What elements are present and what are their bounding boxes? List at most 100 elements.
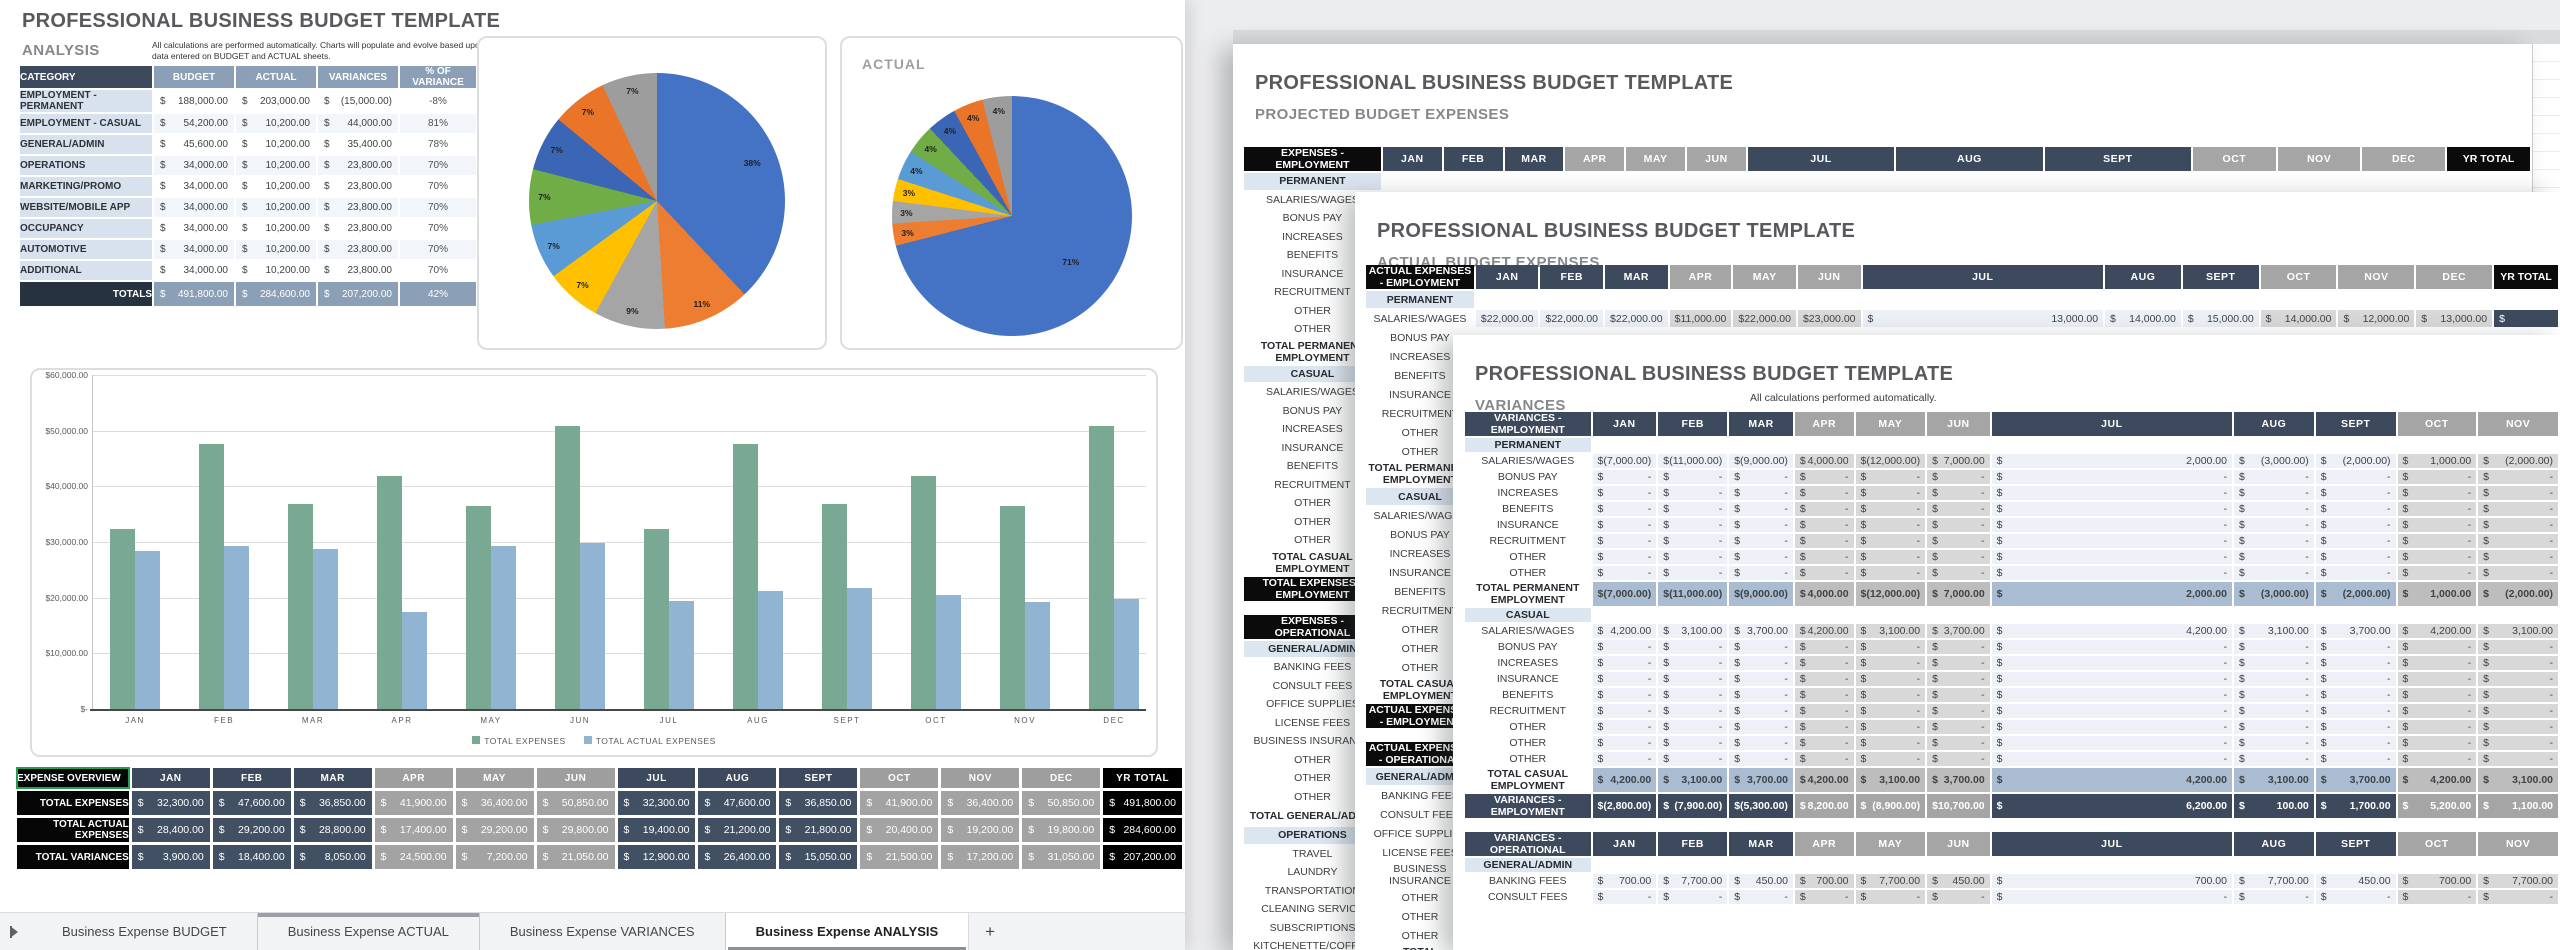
cell[interactable] <box>1794 438 1854 452</box>
overview-value-cell[interactable]: $32,300.00 <box>617 791 696 815</box>
cell[interactable]: $ - <box>1729 518 1793 532</box>
totals-label-cell[interactable]: TOTALS <box>20 282 152 306</box>
cell[interactable]: $ - <box>1991 502 2232 516</box>
cell[interactable]: $ - <box>1592 720 1657 734</box>
cell[interactable]: $ - <box>1729 566 1793 580</box>
cell[interactable] <box>2478 608 2558 622</box>
cell[interactable]: $ - <box>1658 486 1728 500</box>
cell[interactable] <box>1896 173 2043 190</box>
cell[interactable]: $ - <box>2233 720 2314 734</box>
money-cell[interactable]: $23,800.00 <box>318 198 398 217</box>
cell[interactable]: $ - <box>1794 656 1854 670</box>
cell[interactable] <box>2397 858 2477 872</box>
money-cell[interactable]: $34,000.00 <box>154 198 234 217</box>
cell[interactable]: $ - <box>2397 550 2477 564</box>
overview-month-header[interactable]: JUN <box>536 768 615 788</box>
row-label-cell[interactable]: BONUS PAY <box>1465 470 1591 484</box>
cell[interactable] <box>2315 608 2396 622</box>
row-label-cell[interactable]: OTHER <box>1244 321 1381 338</box>
cell[interactable]: $ - <box>1729 752 1793 766</box>
month-header-cell[interactable]: DEC <box>2362 147 2446 171</box>
row-label-cell[interactable]: OTHER <box>1366 659 1474 676</box>
cell[interactable]: $4,200.00 <box>1794 768 1854 792</box>
cell[interactable]: $700.00 <box>1991 874 2232 888</box>
row-label-cell[interactable]: OTHER <box>1244 513 1381 530</box>
cell[interactable]: $ - <box>2233 752 2314 766</box>
row-label-cell[interactable]: INCREASES <box>1465 486 1591 500</box>
cell[interactable]: $3,700.00 <box>1729 768 1793 792</box>
cell[interactable]: $7,700.00 <box>2478 874 2558 888</box>
row-label-cell[interactable]: PERMANENT <box>1244 173 1381 190</box>
overview-value-cell[interactable]: $15,050.00 <box>779 845 858 869</box>
month-header-cell[interactable]: JUL <box>1862 265 2104 289</box>
cell[interactable]: $8,200.00 <box>1794 794 1854 818</box>
month-header-cell[interactable]: FEB <box>1540 265 1604 289</box>
cell[interactable]: $ - <box>1855 550 1926 564</box>
cell[interactable]: $ - <box>2315 672 2396 686</box>
row-label-cell[interactable]: BENEFITS <box>1465 688 1591 702</box>
cell[interactable] <box>1991 438 2232 452</box>
cell[interactable]: $700.00 <box>1794 874 1854 888</box>
overview-month-header[interactable]: YR TOTAL <box>1103 768 1182 788</box>
cell[interactable]: $ - <box>2233 688 2314 702</box>
cell[interactable]: $ - <box>1794 736 1854 750</box>
cell[interactable]: $ - <box>1729 550 1793 564</box>
row-label-cell[interactable]: OTHER <box>1244 770 1381 787</box>
cell[interactable]: $ - <box>1658 518 1728 532</box>
row-label-cell[interactable]: RECRUITMENT <box>1366 405 1474 422</box>
overview-value-cell[interactable]: $21,800.00 <box>779 818 858 842</box>
money-cell[interactable]: $10,200.00 <box>236 114 316 133</box>
cell[interactable]: $4,200.00 <box>2397 768 2477 792</box>
row-label-cell[interactable]: PERMANENT <box>1366 291 1474 308</box>
cell[interactable]: $ - <box>1658 502 1728 516</box>
overview-value-cell[interactable]: $29,200.00 <box>455 818 534 842</box>
cell[interactable] <box>1592 858 1657 872</box>
cell[interactable] <box>1729 438 1793 452</box>
cell[interactable]: $ - <box>2478 518 2558 532</box>
row-label-cell[interactable]: OTHER <box>1244 302 1381 319</box>
totals-money-cell[interactable]: $284,600.00 <box>236 282 316 306</box>
cell[interactable]: $13,000.00 <box>2416 310 2493 327</box>
cell[interactable] <box>2362 173 2446 190</box>
cell[interactable] <box>1991 858 2232 872</box>
cell[interactable]: $4,200.00 <box>2397 624 2477 638</box>
cell[interactable]: $ - <box>1592 890 1657 904</box>
cell[interactable] <box>1927 438 1990 452</box>
summary-column-header[interactable]: CATEGORY <box>20 66 152 88</box>
cell[interactable] <box>2478 438 2558 452</box>
cell[interactable]: $ - <box>2315 640 2396 654</box>
cell[interactable]: $ - <box>1794 720 1854 734</box>
category-cell[interactable]: OCCUPANCY <box>20 219 152 238</box>
money-cell[interactable]: $10,200.00 <box>236 156 316 175</box>
row-label-cell[interactable]: TOTAL GENERAL/ADMIN <box>1366 946 1474 950</box>
cell[interactable]: $ - <box>2478 688 2558 702</box>
cell[interactable]: $ - <box>2233 890 2314 904</box>
section-header-cell[interactable]: VARIANCES - EMPLOYMENT <box>1465 412 1591 436</box>
row-label-cell[interactable]: OFFICE SUPPLIES <box>1244 696 1381 713</box>
cell[interactable]: $ - <box>1991 720 2232 734</box>
month-header-cell[interactable]: JUN <box>1797 265 1861 289</box>
row-label-cell[interactable]: INSURANCE <box>1366 386 1474 403</box>
money-cell[interactable]: $10,200.00 <box>236 177 316 196</box>
cell[interactable]: $ - <box>2478 566 2558 580</box>
month-header-cell[interactable]: JAN <box>1592 412 1657 436</box>
row-label-cell[interactable]: SALARIES/WAGES <box>1366 507 1474 524</box>
cell[interactable]: $ - <box>2397 720 2477 734</box>
overview-month-header[interactable]: NOV <box>941 768 1020 788</box>
cell[interactable]: $ - <box>1991 752 2232 766</box>
month-header-cell[interactable]: NOV <box>2338 265 2415 289</box>
cell[interactable]: $ - <box>2478 704 2558 718</box>
cell[interactable]: $ - <box>1592 752 1657 766</box>
money-cell[interactable]: $10,200.00 <box>236 240 316 259</box>
row-label-cell[interactable]: OTHER <box>1465 752 1591 766</box>
overview-value-cell[interactable]: $41,900.00 <box>860 791 939 815</box>
overview-value-cell[interactable]: $284,600.00 <box>1103 818 1182 842</box>
cell[interactable]: $ - <box>2233 736 2314 750</box>
row-label-cell[interactable]: TOTAL CASUAL EMPLOYMENT <box>1465 768 1591 792</box>
money-cell[interactable]: $10,200.00 <box>236 135 316 154</box>
cell[interactable]: $ - <box>2233 486 2314 500</box>
cell[interactable]: $ - <box>2315 890 2396 904</box>
row-label-cell[interactable]: INCREASES <box>1465 656 1591 670</box>
cell[interactable]: $ - <box>1855 518 1926 532</box>
money-cell[interactable]: $10,200.00 <box>236 219 316 238</box>
